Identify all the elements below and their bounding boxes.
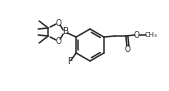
Text: O: O [55,36,61,46]
Text: CH₃: CH₃ [144,32,157,38]
Text: B: B [62,27,68,36]
Text: O: O [55,18,61,27]
Text: F: F [68,58,73,67]
Text: O: O [125,45,131,54]
Text: O: O [134,30,140,39]
